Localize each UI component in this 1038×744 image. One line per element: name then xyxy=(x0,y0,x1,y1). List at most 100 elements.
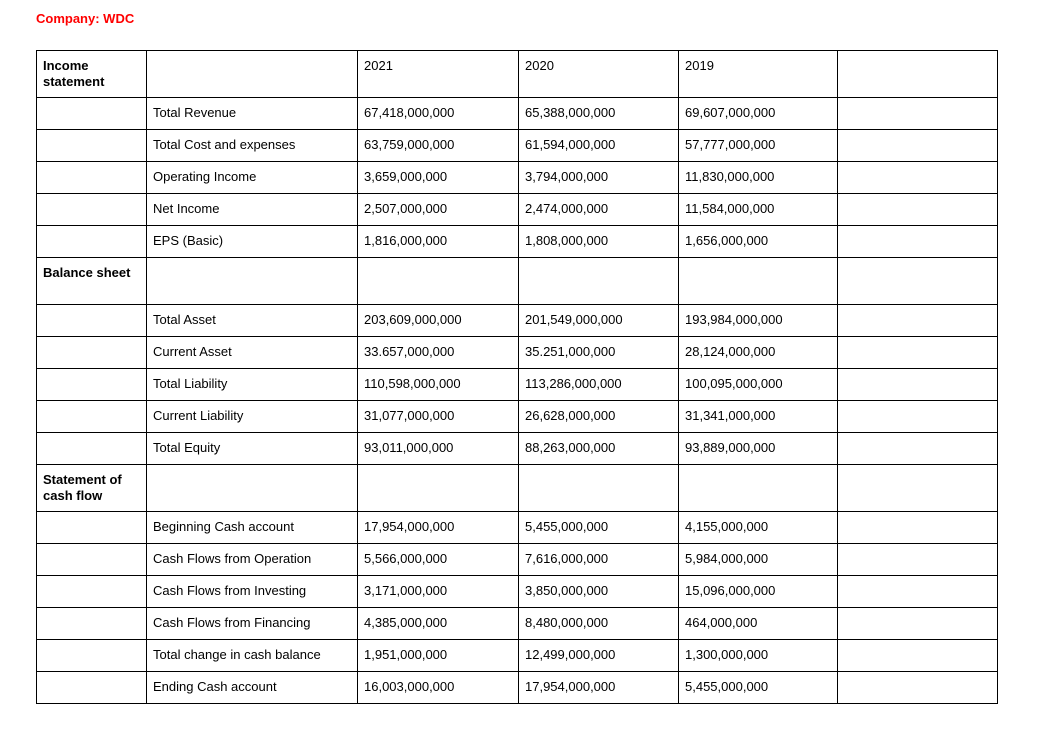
empty-cell xyxy=(36,607,147,640)
empty-cell xyxy=(837,225,998,258)
empty-cell xyxy=(678,464,838,512)
empty-cell xyxy=(837,257,998,305)
empty-cell xyxy=(36,511,147,544)
empty-cell xyxy=(837,511,998,544)
year-header-2020: 2020 xyxy=(518,50,679,98)
value-2021: 67,418,000,000 xyxy=(357,97,519,130)
value-2021: 31,077,000,000 xyxy=(357,400,519,433)
value-2020: 88,263,000,000 xyxy=(518,432,679,465)
value-2021: 16,003,000,000 xyxy=(357,671,519,704)
value-2019: 69,607,000,000 xyxy=(678,97,838,130)
table-row: Statement of cash flow xyxy=(36,464,998,512)
value-2021: 110,598,000,000 xyxy=(357,368,519,401)
empty-cell xyxy=(837,639,998,672)
table-row: Cash Flows from Operation 5,566,000,000 … xyxy=(36,543,998,576)
row-label: Total Asset xyxy=(146,304,358,337)
empty-cell xyxy=(837,575,998,608)
empty-cell xyxy=(837,304,998,337)
value-2020: 201,549,000,000 xyxy=(518,304,679,337)
section-header-balance-sheet: Balance sheet xyxy=(36,257,147,305)
value-2021: 93,011,000,000 xyxy=(357,432,519,465)
empty-cell xyxy=(837,607,998,640)
value-2019: 464,000,000 xyxy=(678,607,838,640)
row-label: Ending Cash account xyxy=(146,671,358,704)
row-label: Cash Flows from Operation xyxy=(146,543,358,576)
empty-cell xyxy=(837,464,998,512)
table-row: Total Equity 93,011,000,000 88,263,000,0… xyxy=(36,432,998,465)
empty-cell xyxy=(36,161,147,194)
empty-cell xyxy=(36,671,147,704)
table-row: Operating Income 3,659,000,000 3,794,000… xyxy=(36,161,998,194)
value-2019: 5,455,000,000 xyxy=(678,671,838,704)
value-2019: 4,155,000,000 xyxy=(678,511,838,544)
company-title: Company: WDC xyxy=(36,11,135,26)
empty-cell xyxy=(837,543,998,576)
value-2021: 5,566,000,000 xyxy=(357,543,519,576)
value-2021: 1,951,000,000 xyxy=(357,639,519,672)
table-row: Current Asset 33.657,000,000 35.251,000,… xyxy=(36,336,998,369)
table-row: Current Liability 31,077,000,000 26,628,… xyxy=(36,400,998,433)
table-row: Cash Flows from Financing 4,385,000,000 … xyxy=(36,607,998,640)
table-row: Beginning Cash account 17,954,000,000 5,… xyxy=(36,511,998,544)
empty-cell xyxy=(837,368,998,401)
value-2019: 5,984,000,000 xyxy=(678,543,838,576)
row-label: Operating Income xyxy=(146,161,358,194)
value-2019: 11,584,000,000 xyxy=(678,193,838,226)
value-2020: 26,628,000,000 xyxy=(518,400,679,433)
row-label: Cash Flows from Investing xyxy=(146,575,358,608)
value-2019: 1,656,000,000 xyxy=(678,225,838,258)
row-label: Total Revenue xyxy=(146,97,358,130)
year-header-2021: 2021 xyxy=(357,50,519,98)
value-2021: 17,954,000,000 xyxy=(357,511,519,544)
value-2019: 28,124,000,000 xyxy=(678,336,838,369)
value-2020: 113,286,000,000 xyxy=(518,368,679,401)
value-2020: 35.251,000,000 xyxy=(518,336,679,369)
empty-cell xyxy=(36,193,147,226)
table-row: Income statement 2021 2020 2019 xyxy=(36,50,998,98)
value-2021: 4,385,000,000 xyxy=(357,607,519,640)
value-2020: 61,594,000,000 xyxy=(518,129,679,162)
value-2019: 93,889,000,000 xyxy=(678,432,838,465)
value-2019: 57,777,000,000 xyxy=(678,129,838,162)
value-2019: 1,300,000,000 xyxy=(678,639,838,672)
value-2020: 5,455,000,000 xyxy=(518,511,679,544)
value-2020: 3,794,000,000 xyxy=(518,161,679,194)
year-header-2019: 2019 xyxy=(678,50,838,98)
value-2020: 2,474,000,000 xyxy=(518,193,679,226)
row-label: EPS (Basic) xyxy=(146,225,358,258)
table-row: Total Asset 203,609,000,000 201,549,000,… xyxy=(36,304,998,337)
table-row: Balance sheet xyxy=(36,257,998,305)
value-2019: 31,341,000,000 xyxy=(678,400,838,433)
value-2021: 3,659,000,000 xyxy=(357,161,519,194)
empty-cell xyxy=(518,464,679,512)
section-header-income-statement: Income statement xyxy=(36,50,147,98)
value-2020: 7,616,000,000 xyxy=(518,543,679,576)
value-2020: 1,808,000,000 xyxy=(518,225,679,258)
empty-cell xyxy=(146,257,358,305)
value-2019: 11,830,000,000 xyxy=(678,161,838,194)
row-label: Current Liability xyxy=(146,400,358,433)
empty-cell xyxy=(837,50,998,98)
value-2021: 63,759,000,000 xyxy=(357,129,519,162)
row-label: Total Cost and expenses xyxy=(146,129,358,162)
financial-statements-table: Income statement 2021 2020 2019 Total Re… xyxy=(36,50,998,704)
value-2021: 3,171,000,000 xyxy=(357,575,519,608)
empty-cell xyxy=(36,400,147,433)
table-row: Ending Cash account 16,003,000,000 17,95… xyxy=(36,671,998,704)
value-2020: 12,499,000,000 xyxy=(518,639,679,672)
empty-cell xyxy=(36,575,147,608)
empty-cell xyxy=(357,464,519,512)
table-row: Net Income 2,507,000,000 2,474,000,000 1… xyxy=(36,193,998,226)
empty-cell xyxy=(518,257,679,305)
value-2021: 33.657,000,000 xyxy=(357,336,519,369)
empty-cell xyxy=(36,336,147,369)
empty-cell xyxy=(146,50,358,98)
empty-cell xyxy=(36,368,147,401)
table-row: Total Liability 110,598,000,000 113,286,… xyxy=(36,368,998,401)
table-row: Cash Flows from Investing 3,171,000,000 … xyxy=(36,575,998,608)
table-row: Total Cost and expenses 63,759,000,000 6… xyxy=(36,129,998,162)
empty-cell xyxy=(837,161,998,194)
empty-cell xyxy=(36,225,147,258)
value-2021: 203,609,000,000 xyxy=(357,304,519,337)
empty-cell xyxy=(36,432,147,465)
